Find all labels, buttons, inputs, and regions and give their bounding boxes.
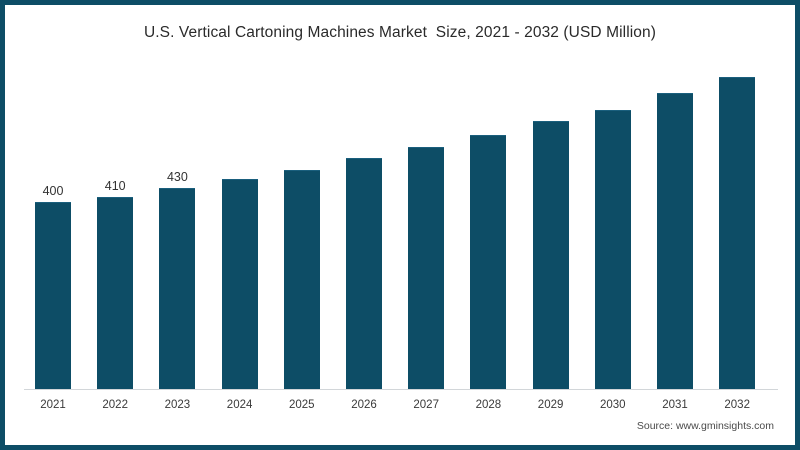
bar-2023: 430 xyxy=(159,170,196,389)
bar-2032 xyxy=(719,77,756,389)
x-tick-label-2025: 2025 xyxy=(289,399,315,411)
bar-value-label-2022: 410 xyxy=(104,179,126,193)
bar-2031 xyxy=(657,93,693,389)
bar-value-label-2021: 400 xyxy=(42,184,64,198)
source-note: Source: www.gminsights.com xyxy=(636,420,774,432)
bar-2026 xyxy=(346,158,382,389)
x-tick-label-2027: 2027 xyxy=(413,399,439,411)
x-tick-label-2026: 2026 xyxy=(351,399,377,411)
x-axis-line xyxy=(24,389,778,390)
chart-title: U.S. Vertical Cartoning Machines Market … xyxy=(143,24,657,41)
bar-2021: 400 xyxy=(35,184,71,389)
bar-2029 xyxy=(532,121,569,389)
bar-2028 xyxy=(470,135,507,389)
x-tick-label-2030: 2030 xyxy=(600,399,626,411)
x-tick-label-2024: 2024 xyxy=(226,399,253,411)
bar-2024 xyxy=(221,179,258,389)
x-tick-label-2021: 2021 xyxy=(40,399,66,411)
x-tick-label-2028: 2028 xyxy=(475,399,502,411)
bar-2022: 410 xyxy=(97,179,134,389)
bar-2027 xyxy=(408,147,445,389)
bar-2025 xyxy=(283,170,320,389)
bar-value-label-2023: 430 xyxy=(166,170,188,184)
x-tick-label-2022: 2022 xyxy=(102,399,128,411)
bar-2030 xyxy=(594,110,631,389)
x-tick-label-2029: 2029 xyxy=(537,399,564,411)
x-tick-label-2032: 2032 xyxy=(724,399,750,411)
x-tick-label-2031: 2031 xyxy=(662,399,688,411)
x-tick-label-2023: 2023 xyxy=(164,399,191,411)
